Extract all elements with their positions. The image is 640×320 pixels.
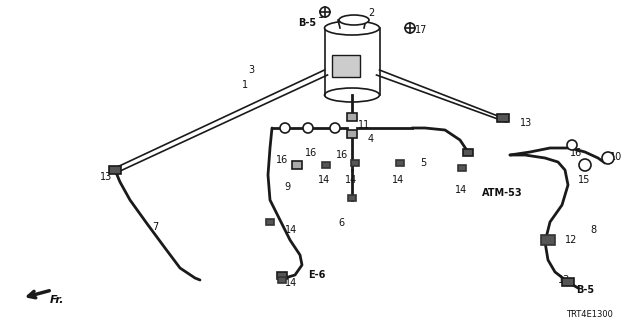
Circle shape <box>303 123 313 133</box>
Circle shape <box>602 152 614 164</box>
Text: 4: 4 <box>368 134 374 144</box>
Text: 6: 6 <box>338 218 344 228</box>
Bar <box>396 160 404 166</box>
Text: 14: 14 <box>318 175 330 185</box>
Ellipse shape <box>324 21 380 35</box>
Text: 17: 17 <box>415 25 428 35</box>
Text: 16: 16 <box>570 148 582 158</box>
Text: 14: 14 <box>285 225 297 235</box>
Text: 13: 13 <box>100 172 112 182</box>
Text: 16: 16 <box>276 155 288 165</box>
Bar <box>277 271 287 278</box>
Text: 16: 16 <box>336 150 348 160</box>
Text: ATM-53: ATM-53 <box>482 188 523 198</box>
Bar <box>562 278 574 286</box>
Text: 12: 12 <box>565 235 577 245</box>
Bar <box>332 55 360 77</box>
Text: B-5: B-5 <box>298 18 316 28</box>
Bar <box>322 162 330 168</box>
Bar <box>458 165 466 171</box>
Text: Fr.: Fr. <box>50 295 65 305</box>
Bar <box>292 161 302 169</box>
Text: 14: 14 <box>455 185 467 195</box>
Text: TRT4E1300: TRT4E1300 <box>566 310 613 319</box>
Text: 3: 3 <box>248 65 254 75</box>
Bar <box>347 113 357 121</box>
Circle shape <box>567 140 577 150</box>
Text: 14: 14 <box>345 175 357 185</box>
Text: E-6: E-6 <box>308 270 325 280</box>
Ellipse shape <box>339 15 369 25</box>
Bar <box>351 160 359 166</box>
Text: 14: 14 <box>285 278 297 288</box>
Text: 1: 1 <box>242 80 248 90</box>
Text: 7: 7 <box>152 222 158 232</box>
Circle shape <box>320 7 330 17</box>
Text: 16: 16 <box>305 148 317 158</box>
Bar <box>497 114 509 122</box>
Text: 15: 15 <box>578 175 590 185</box>
Bar <box>347 130 357 138</box>
Bar <box>278 277 286 283</box>
Circle shape <box>280 123 290 133</box>
Text: 9: 9 <box>284 182 290 192</box>
Circle shape <box>405 23 415 33</box>
Text: 8: 8 <box>590 225 596 235</box>
Bar <box>109 166 121 174</box>
Circle shape <box>579 159 591 171</box>
Text: 17: 17 <box>318 10 330 20</box>
Text: 13: 13 <box>558 275 570 285</box>
Text: 10: 10 <box>610 152 622 162</box>
Text: 14: 14 <box>392 175 404 185</box>
Bar <box>266 219 274 225</box>
Text: 2: 2 <box>368 8 374 18</box>
Text: 11: 11 <box>358 120 371 130</box>
Text: B-5: B-5 <box>576 285 594 295</box>
Ellipse shape <box>324 88 380 102</box>
Bar <box>348 195 356 201</box>
Bar <box>463 148 473 156</box>
Text: 5: 5 <box>420 158 426 168</box>
Circle shape <box>330 123 340 133</box>
Bar <box>541 235 555 245</box>
Text: 13: 13 <box>520 118 532 128</box>
